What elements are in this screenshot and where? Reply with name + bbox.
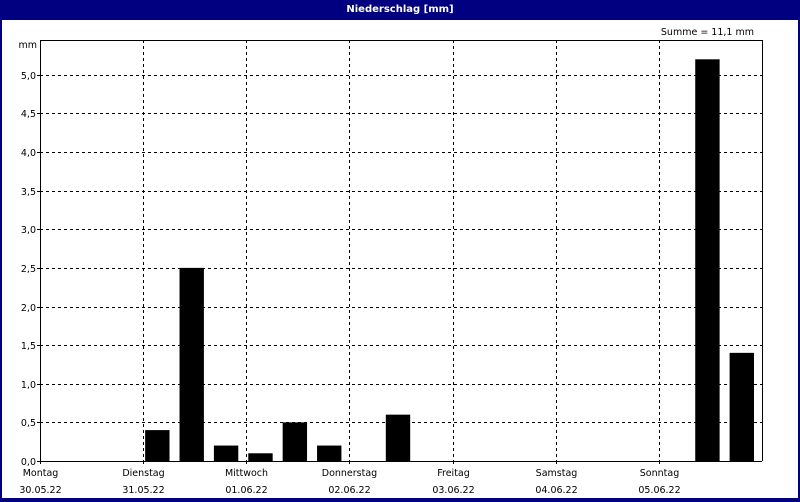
y-tick-label: 5,0 xyxy=(21,71,36,82)
y-tick-label: 3,0 xyxy=(21,225,36,236)
y-tick-label: 2,5 xyxy=(21,264,36,275)
bar xyxy=(282,422,308,461)
bar xyxy=(729,352,754,461)
window-title: Niederschlag [mm] xyxy=(346,4,454,15)
x-date-label: 05.06.22 xyxy=(638,485,680,496)
y-tick-label: 2,0 xyxy=(21,303,36,314)
bar xyxy=(179,267,204,461)
bar xyxy=(145,430,170,461)
x-date-label: 02.06.22 xyxy=(328,485,370,496)
x-weekday-label: Sonntag xyxy=(640,468,679,479)
y-tick-label: 3,5 xyxy=(21,187,36,198)
y-tick-label: 4,5 xyxy=(21,109,36,120)
x-date-label: 03.06.22 xyxy=(432,485,474,496)
precipitation-chart: mm Summe = 11,1 mm 0,0 0,5 1,0 1,5 2,0 2,5 3,0… xyxy=(18,27,763,496)
bar xyxy=(695,59,720,462)
x-weekday-label: Samstag xyxy=(536,468,578,479)
x-weekday-label: Freitag xyxy=(437,468,470,479)
x-date-label: 30.05.22 xyxy=(19,485,61,496)
bar xyxy=(317,445,342,461)
x-weekday-label: Dienstag xyxy=(122,468,164,479)
bar xyxy=(248,453,273,461)
x-weekday-label: Montag xyxy=(23,468,59,479)
y-tick-label: 0,0 xyxy=(21,457,36,468)
x-weekday-label: Donnerstag xyxy=(322,468,377,479)
y-tick-label: 1,5 xyxy=(21,341,36,352)
x-date-label: 01.06.22 xyxy=(225,485,267,496)
y-tick-label: 4,0 xyxy=(21,148,36,159)
bar xyxy=(213,445,239,461)
chart-area: mm Summe = 11,1 mm 0,0 0,5 1,0 1,5 2,0 2,5 3,0… xyxy=(2,20,798,498)
x-date-label: 31.05.22 xyxy=(122,485,164,496)
y-tick-label: 1,0 xyxy=(21,380,36,391)
y-axis-label: mm xyxy=(18,40,37,51)
x-weekday-label: Mittwoch xyxy=(225,468,268,479)
y-tick-label: 0,5 xyxy=(21,418,36,429)
sum-annotation: Summe = 11,1 mm xyxy=(661,27,754,38)
bar xyxy=(385,414,411,461)
x-date-label: 04.06.22 xyxy=(535,485,577,496)
